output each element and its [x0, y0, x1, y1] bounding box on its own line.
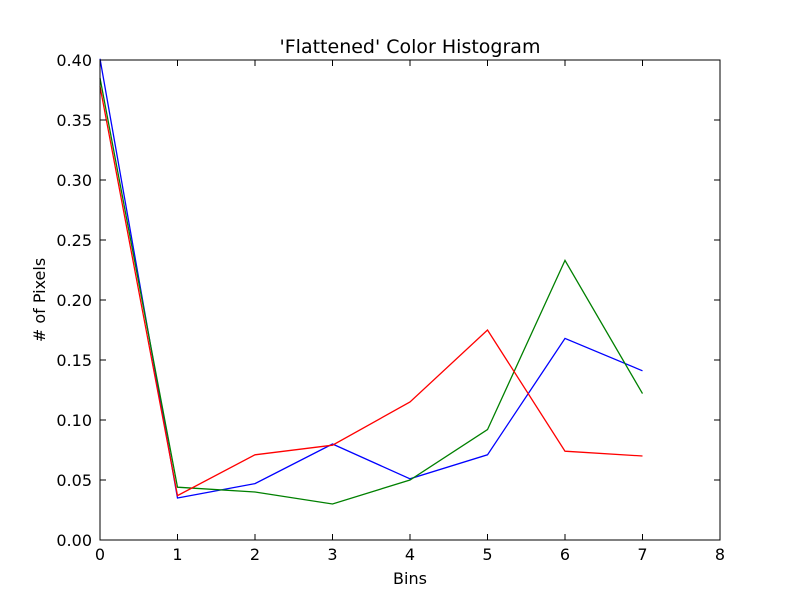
y-tick-label-5: 0.25: [56, 231, 92, 250]
x-tick-label-0: 0: [95, 545, 105, 564]
y-axis-label: # of Pixels: [30, 258, 49, 342]
x-tick-label-6: 6: [560, 545, 570, 564]
x-tick-label-4: 4: [405, 545, 415, 564]
x-tick-label-7: 7: [637, 545, 647, 564]
y-tick-label-0: 0.00: [56, 531, 92, 550]
series-line-1: [99, 77, 644, 505]
x-tick-label-3: 3: [327, 545, 337, 564]
ticks-layer: 0 1 2 3 4 5 6 7 8 0.00 0.05 0.10 0.15 0.20 0.25 0.30 0.3…: [56, 51, 725, 564]
x-tick-label-8: 8: [715, 545, 725, 564]
chart-title: 'Flattened' Color Histogram: [280, 36, 541, 58]
y-tick-label-4: 0.20: [56, 291, 92, 310]
series-line-0: [99, 58, 643, 499]
y-tick-label-1: 0.05: [56, 471, 92, 490]
x-tick-label-2: 2: [250, 545, 260, 564]
series-layer: [99, 58, 644, 505]
y-tick-label-2: 0.10: [56, 411, 92, 430]
y-tick-label-6: 0.30: [56, 171, 92, 190]
series-line-2: [99, 86, 643, 497]
y-tick-label-8: 0.40: [56, 51, 92, 70]
x-tick-label-1: 1: [172, 545, 182, 564]
x-axis-label: Bins: [393, 569, 427, 588]
y-tick-label-3: 0.15: [56, 351, 92, 370]
x-tick-label-5: 5: [482, 545, 492, 564]
plot-frame: [99, 59, 721, 541]
y-tick-label-7: 0.35: [56, 111, 92, 130]
